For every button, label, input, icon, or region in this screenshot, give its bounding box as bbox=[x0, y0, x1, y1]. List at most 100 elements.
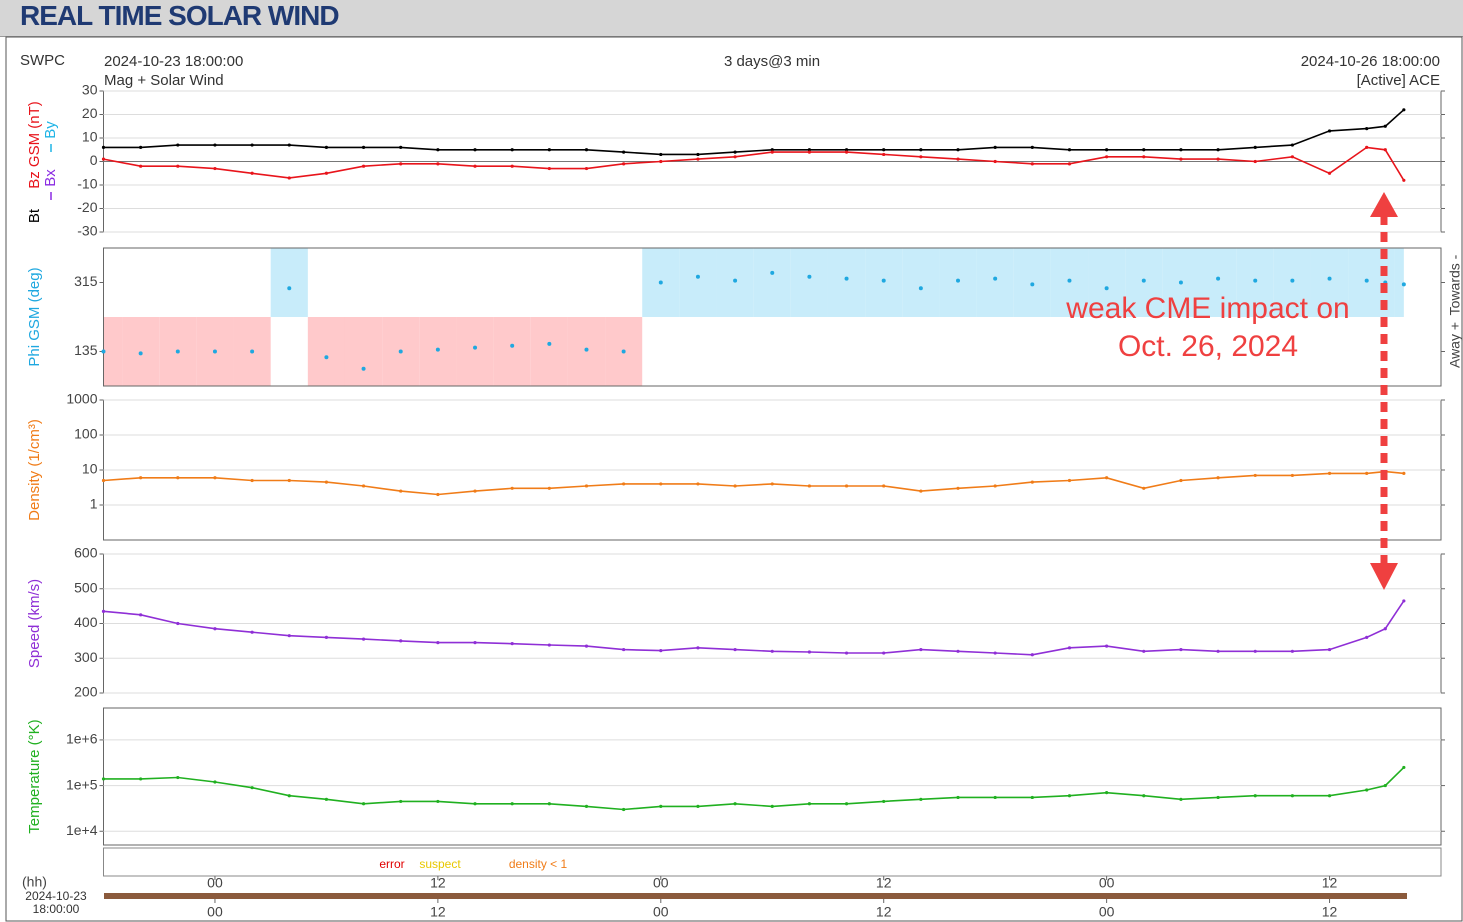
data-point bbox=[510, 148, 514, 152]
y-axis-title: Bz GSM (nT) bbox=[26, 101, 43, 189]
data-point bbox=[1327, 471, 1332, 475]
start-label: 2024-10-23 18:00:00 bbox=[104, 53, 243, 70]
y-tick-label: 1e+6 bbox=[66, 731, 98, 747]
data-point bbox=[1383, 148, 1387, 152]
sector-shade bbox=[790, 248, 828, 317]
y-axis-title: Temperature (°K) bbox=[26, 719, 43, 833]
data-point bbox=[473, 641, 477, 645]
data-point bbox=[473, 345, 478, 350]
data-point bbox=[1365, 635, 1369, 640]
towards-label: Towards - bbox=[1447, 254, 1463, 315]
y-tick-label: 1000 bbox=[66, 391, 97, 407]
flag-density: density < 1 bbox=[509, 857, 568, 871]
y-tick-label: 30 bbox=[82, 82, 98, 98]
data-point bbox=[696, 646, 700, 650]
annotation: Oct. 26, 2024 bbox=[1118, 330, 1298, 363]
y-axis-title: Bt bbox=[26, 208, 43, 223]
data-point bbox=[1142, 148, 1146, 152]
data-point bbox=[1105, 644, 1109, 648]
data-point bbox=[399, 145, 403, 149]
data-point bbox=[287, 176, 291, 180]
x-tick-label: 00 bbox=[1099, 904, 1115, 920]
data-point bbox=[101, 349, 106, 354]
data-point bbox=[1142, 649, 1146, 653]
sector-shade bbox=[1199, 248, 1237, 317]
data-point bbox=[1216, 148, 1220, 152]
data-point bbox=[1364, 278, 1369, 283]
data-point bbox=[324, 171, 329, 175]
annotation: weak CME impact on bbox=[1065, 292, 1349, 325]
data-point bbox=[881, 278, 886, 283]
data-point bbox=[324, 480, 329, 484]
data-point bbox=[733, 278, 738, 283]
data-point bbox=[213, 627, 217, 631]
data-point bbox=[101, 777, 106, 781]
arrow-head bbox=[1370, 563, 1398, 590]
data-point bbox=[287, 634, 291, 638]
data-point bbox=[1105, 791, 1109, 795]
data-point bbox=[844, 148, 849, 152]
sector-shade bbox=[493, 317, 531, 386]
data-point bbox=[1067, 646, 1072, 650]
data-line bbox=[103, 600, 1405, 656]
data-point bbox=[956, 795, 960, 800]
data-point bbox=[1253, 159, 1257, 164]
data-point bbox=[250, 478, 254, 483]
data-point bbox=[584, 148, 589, 152]
data-point bbox=[659, 804, 663, 809]
data-point bbox=[807, 802, 812, 806]
flag-suspect: suspect bbox=[419, 857, 461, 871]
data-point bbox=[733, 802, 737, 806]
spacecraft-label: [Active] ACE bbox=[1357, 72, 1440, 89]
data-line bbox=[103, 146, 1405, 181]
x-tick-label: 00 bbox=[207, 875, 223, 891]
data-point bbox=[324, 635, 329, 640]
data-point bbox=[139, 777, 143, 781]
data-point bbox=[399, 799, 403, 804]
data-point bbox=[1365, 145, 1369, 149]
data-point bbox=[1105, 155, 1109, 159]
away-label: Away + bbox=[1447, 322, 1463, 368]
data-point bbox=[547, 341, 552, 346]
data-point bbox=[101, 609, 106, 613]
data-point bbox=[138, 351, 143, 356]
data-point bbox=[436, 148, 440, 152]
data-point bbox=[510, 164, 514, 168]
data-point bbox=[1327, 129, 1332, 133]
data-point bbox=[250, 786, 254, 790]
data-point bbox=[584, 804, 589, 809]
data-point bbox=[770, 804, 774, 809]
data-point bbox=[436, 799, 440, 804]
y-tick-label: 1e+5 bbox=[66, 776, 98, 792]
data-point bbox=[101, 157, 106, 161]
component-label: By bbox=[42, 121, 59, 139]
data-point bbox=[659, 649, 663, 653]
data-point bbox=[696, 152, 700, 157]
data-line bbox=[103, 766, 1405, 811]
data-point bbox=[361, 484, 366, 488]
data-point bbox=[1365, 788, 1369, 792]
y-tick-label: -20 bbox=[77, 199, 97, 215]
data-point bbox=[436, 492, 440, 497]
data-point bbox=[250, 171, 254, 175]
data-point bbox=[1142, 794, 1146, 798]
x-tick-label: 00 bbox=[1099, 875, 1115, 891]
sector-shade bbox=[902, 248, 940, 317]
sector-shade bbox=[307, 317, 345, 386]
y-tick-label: 1e+4 bbox=[66, 822, 98, 838]
data-point bbox=[510, 642, 514, 646]
data-point bbox=[1067, 478, 1072, 483]
data-point bbox=[1216, 157, 1220, 161]
y-tick-label: 0 bbox=[90, 152, 98, 168]
flag-error: error bbox=[379, 857, 404, 871]
sector-shade bbox=[827, 248, 866, 317]
data-point bbox=[139, 145, 143, 149]
data-point bbox=[1216, 476, 1220, 480]
data-point bbox=[1383, 783, 1387, 788]
data-point bbox=[695, 274, 700, 279]
data-point bbox=[324, 145, 329, 149]
data-point bbox=[993, 145, 997, 149]
y-tick-label: 600 bbox=[74, 545, 98, 561]
sector-shade bbox=[753, 248, 791, 317]
